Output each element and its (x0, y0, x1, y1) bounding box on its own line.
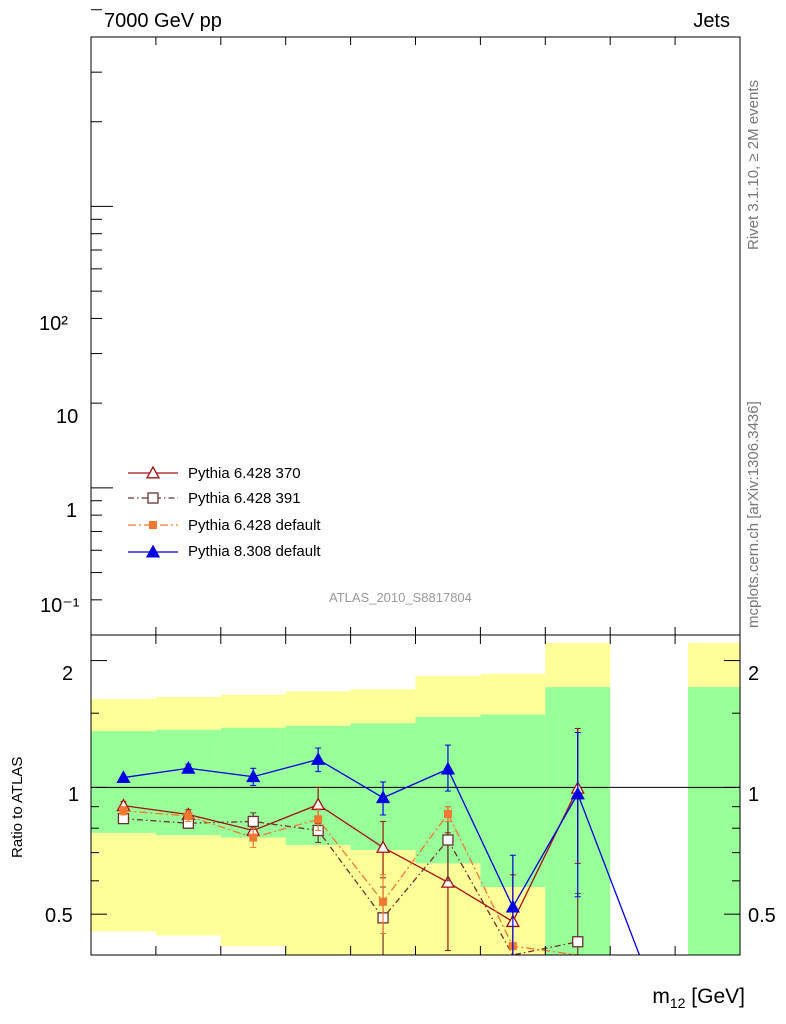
main-ytick-label-0.1: 10⁻¹ (40, 595, 80, 617)
ratio-point-3-2 (246, 769, 261, 783)
legend-marker-3 (145, 544, 161, 558)
main-ytick-label-1: 1 (66, 500, 78, 522)
ratio-point-3-1 (181, 760, 196, 774)
legend-label-1: Pythia 6.428 391 (188, 490, 301, 507)
ratio-ytick-label-right-2: 2 (748, 663, 760, 685)
x-axis-label-unit: [GeV] (685, 985, 745, 1008)
ratio-point-3-6 (505, 899, 520, 913)
ratio-point-0-4 (375, 840, 391, 853)
ratio-ytick-label-right-0.5: 0.5 (748, 905, 776, 927)
ratio-point-2-3 (314, 815, 323, 824)
mcplots-label: mcplots.cern.ch [arXiv:1306.3436] (745, 401, 762, 628)
ratio-ytick-label-right-1: 1 (748, 784, 760, 806)
ratio-point-2-5 (443, 809, 452, 818)
ratio-point-1-5 (442, 834, 454, 846)
green-band-8 (688, 687, 740, 955)
main-ytick-label-100: 10² (39, 313, 68, 335)
ratio-point-3-7 (570, 786, 585, 800)
x-axis-label: m12 [GeV] (652, 985, 745, 1011)
legend-marker-1 (147, 492, 159, 504)
main-panel (90, 9, 741, 636)
x-axis-label-main: m (652, 985, 670, 1008)
legend-label-2: Pythia 6.428 default (188, 517, 321, 534)
ratio-line-1 (123, 817, 578, 955)
legend-marker-0 (145, 465, 161, 479)
ratio-point-0-5 (440, 875, 456, 888)
ratio-point-2-1 (184, 812, 193, 821)
ratio-point-2-2 (249, 833, 258, 842)
ratio-line-2 (123, 810, 578, 955)
ratio-series-3 (116, 731, 641, 955)
ratio-point-3-3 (311, 752, 326, 765)
ratio-ylabel: Ratio to ATLAS (9, 756, 26, 858)
legend-marker-2 (149, 521, 157, 529)
header-right: Jets (693, 10, 730, 32)
ratio-point-2-0 (119, 806, 128, 815)
ratio-ytick-label-0.5: 0.5 (45, 905, 73, 927)
main-ytick-label-10: 10 (56, 406, 79, 428)
legend-label-0: Pythia 6.428 370 (188, 465, 301, 482)
ratio-point-3-0 (116, 770, 131, 784)
x-axis-label-sub: 12 (669, 995, 686, 1012)
ratio-line-0 (123, 788, 579, 923)
ratio-ytick-label-1: 1 (68, 784, 80, 806)
analysis-watermark: ATLAS_2010_S8817804 (329, 590, 472, 605)
legend-label-3: Pythia 8.308 default (188, 543, 321, 560)
ratio-point-1-2 (247, 815, 259, 828)
ratio-point-1-7 (572, 936, 584, 948)
ratio-point-3-5 (440, 761, 456, 775)
ratio-panel (90, 634, 741, 956)
header-left: 7000 GeV pp (104, 10, 222, 32)
ratio-point-2-4 (379, 897, 388, 906)
ratio-point-3-4 (375, 790, 391, 804)
ratio-ytick-label-2: 2 (62, 663, 74, 685)
rivet-version-label: Rivet 3.1.10, ≥ 2M events (745, 80, 762, 250)
